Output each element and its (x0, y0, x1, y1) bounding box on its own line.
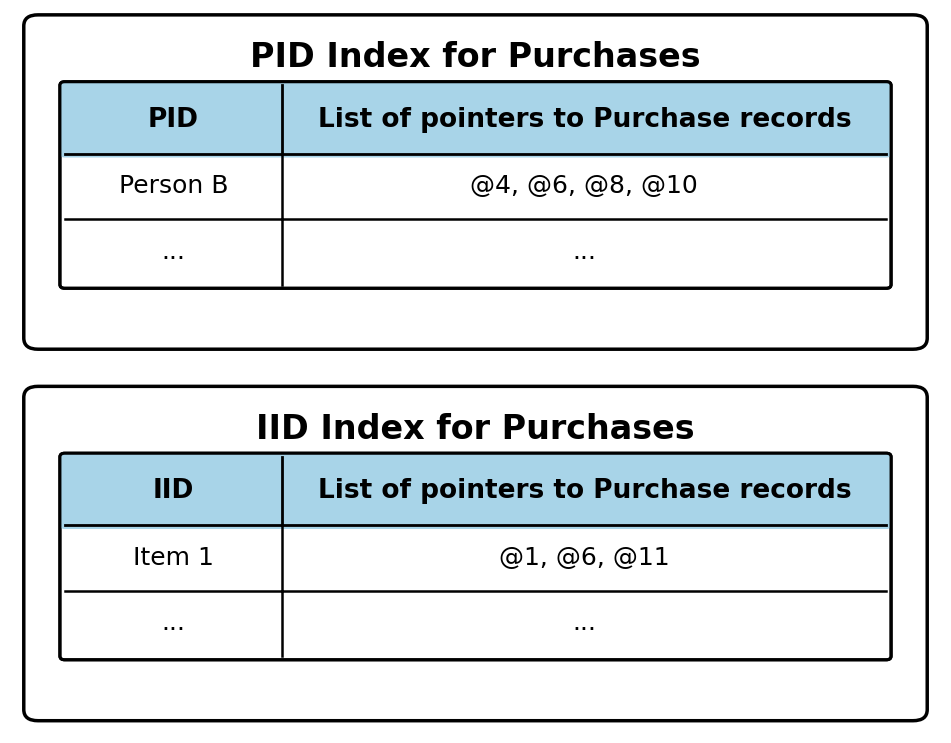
FancyBboxPatch shape (60, 453, 891, 529)
Text: ...: ... (162, 611, 185, 635)
Text: IID Index for Purchases: IID Index for Purchases (256, 413, 695, 446)
Text: List of pointers to Purchase records: List of pointers to Purchase records (318, 107, 851, 132)
Text: Item 1: Item 1 (133, 546, 214, 570)
FancyBboxPatch shape (24, 386, 927, 721)
Text: @1, @6, @11: @1, @6, @11 (499, 546, 670, 570)
Text: IID: IID (153, 478, 194, 504)
Text: ...: ... (573, 240, 596, 264)
FancyBboxPatch shape (60, 82, 891, 158)
FancyBboxPatch shape (60, 82, 891, 288)
Text: PID: PID (148, 107, 199, 132)
FancyBboxPatch shape (60, 453, 891, 660)
Text: ...: ... (162, 240, 185, 264)
Text: ...: ... (573, 611, 596, 635)
FancyBboxPatch shape (24, 15, 927, 349)
Text: Person B: Person B (119, 175, 228, 198)
Text: PID Index for Purchases: PID Index for Purchases (250, 42, 701, 74)
Text: List of pointers to Purchase records: List of pointers to Purchase records (318, 478, 851, 504)
Text: @4, @6, @8, @10: @4, @6, @8, @10 (471, 175, 698, 198)
